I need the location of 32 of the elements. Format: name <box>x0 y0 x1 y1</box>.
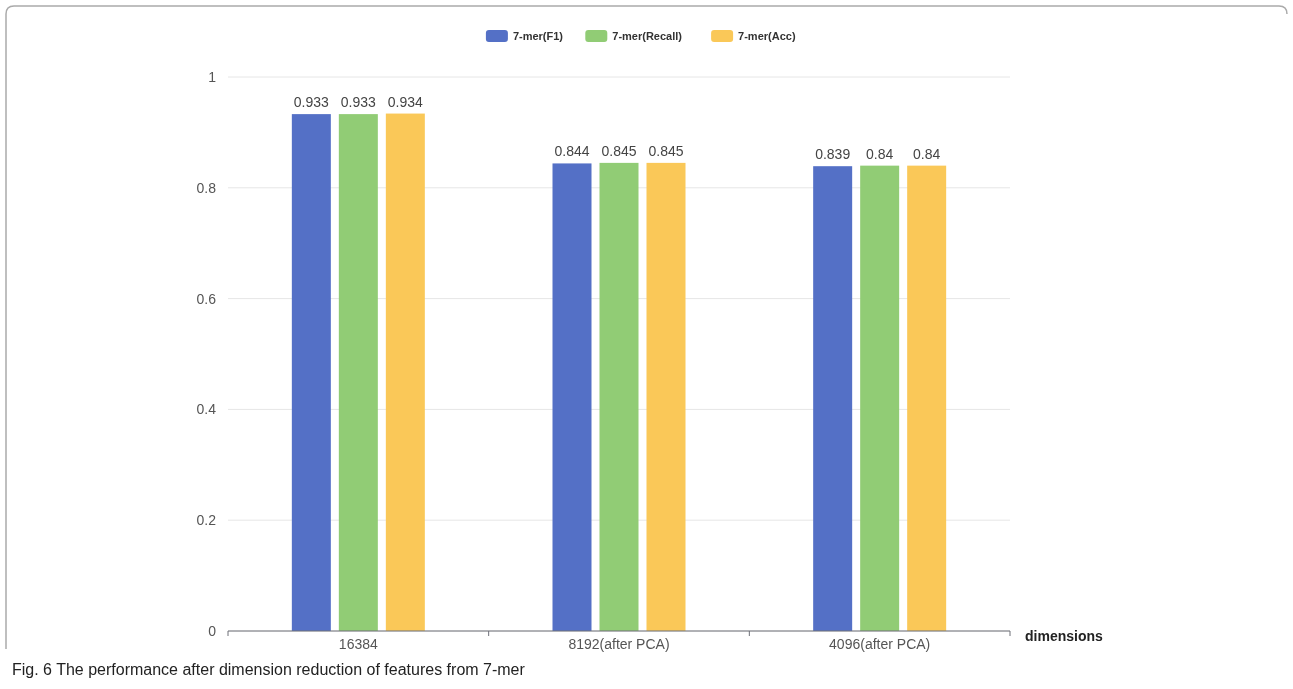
bar <box>291 114 331 631</box>
bar <box>907 165 947 631</box>
data-label: 0.845 <box>648 142 684 159</box>
y-tick-label: 0.8 <box>196 179 217 196</box>
legend-label: 7-mer(Recall) <box>612 29 683 42</box>
bar <box>646 162 686 631</box>
bar <box>338 114 378 631</box>
data-label: 0.934 <box>387 93 424 110</box>
bar <box>813 166 853 631</box>
x-axis-title: dimensions <box>1025 627 1104 644</box>
y-tick-label: 1 <box>208 68 217 85</box>
data-label: 0.844 <box>554 143 590 160</box>
bar <box>599 162 639 631</box>
bar <box>552 163 592 631</box>
x-tick-label: 8192(after PCA) <box>568 636 670 652</box>
y-tick-label: 0.4 <box>196 401 217 418</box>
data-label: 0.933 <box>340 94 377 111</box>
data-label: 0.84 <box>866 145 894 162</box>
y-tick-label: 0 <box>208 622 217 639</box>
y-tick-label: 0.6 <box>196 290 217 307</box>
bar <box>860 165 900 631</box>
x-tick-label: 4096(after PCA) <box>829 636 931 652</box>
data-label: 0.84 <box>913 145 941 162</box>
legend-label: 7-mer(F1) <box>512 29 564 42</box>
data-label: 0.845 <box>601 142 637 159</box>
caption: Fig. 6 The performance after dimension reduction of features from 7-mer <box>12 661 526 678</box>
bar <box>385 113 425 631</box>
legend-label: 7-mer(Acc) <box>738 29 796 42</box>
data-label: 0.933 <box>293 94 330 111</box>
data-label: 0.839 <box>815 146 851 163</box>
x-tick-label: 16384 <box>338 636 379 652</box>
y-tick-label: 0.2 <box>196 512 217 529</box>
